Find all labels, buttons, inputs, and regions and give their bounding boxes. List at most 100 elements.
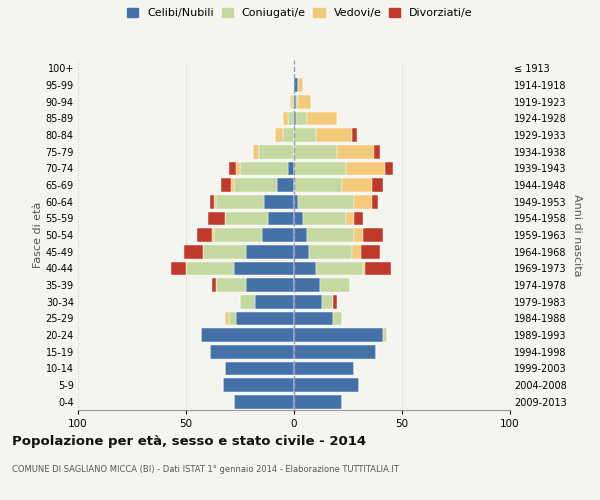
Bar bbox=[294, 345, 376, 358]
Bar bbox=[225, 212, 268, 225]
Text: COMUNE DI SAGLIANO MICCA (BI) - Dati ISTAT 1° gennaio 2014 - Elaborazione TUTTIT: COMUNE DI SAGLIANO MICCA (BI) - Dati IST… bbox=[12, 465, 399, 474]
Bar bbox=[294, 278, 320, 292]
Bar bbox=[216, 278, 247, 292]
Bar bbox=[277, 178, 294, 192]
Bar bbox=[346, 162, 385, 175]
Bar bbox=[283, 128, 294, 142]
Legend: Celibi/Nubili, Coniugati/e, Vedovi/e, Divorziati/e: Celibi/Nubili, Coniugati/e, Vedovi/e, Di… bbox=[125, 6, 475, 20]
Bar bbox=[240, 162, 287, 175]
Bar bbox=[302, 212, 346, 225]
Bar bbox=[294, 378, 359, 392]
Bar bbox=[294, 95, 296, 108]
Bar bbox=[294, 145, 337, 158]
Bar bbox=[287, 162, 294, 175]
Bar bbox=[223, 378, 294, 392]
Bar bbox=[294, 328, 383, 342]
Bar bbox=[287, 112, 294, 125]
Bar bbox=[236, 312, 294, 325]
Bar bbox=[355, 228, 363, 242]
Bar bbox=[171, 262, 186, 275]
Bar bbox=[374, 145, 380, 158]
Bar bbox=[320, 278, 350, 292]
Bar bbox=[210, 345, 294, 358]
Bar bbox=[240, 295, 255, 308]
Bar bbox=[309, 245, 352, 258]
Bar bbox=[294, 228, 307, 242]
Bar bbox=[296, 112, 307, 125]
Bar bbox=[216, 195, 264, 208]
Bar bbox=[363, 262, 365, 275]
Bar bbox=[298, 78, 302, 92]
Bar bbox=[225, 362, 294, 375]
Bar bbox=[294, 295, 322, 308]
Bar bbox=[221, 178, 232, 192]
Bar bbox=[294, 312, 333, 325]
Bar bbox=[186, 262, 233, 275]
Bar bbox=[294, 195, 298, 208]
Bar bbox=[355, 212, 363, 225]
Bar bbox=[341, 178, 372, 192]
Bar bbox=[203, 245, 247, 258]
Bar bbox=[307, 228, 355, 242]
Bar bbox=[232, 178, 233, 192]
Text: Popolazione per età, sesso e stato civile - 2014: Popolazione per età, sesso e stato civil… bbox=[12, 435, 366, 448]
Bar bbox=[352, 128, 356, 142]
Bar bbox=[201, 328, 294, 342]
Bar bbox=[184, 245, 203, 258]
Bar bbox=[212, 228, 214, 242]
Bar bbox=[290, 95, 292, 108]
Bar bbox=[294, 128, 316, 142]
Bar bbox=[333, 295, 337, 308]
Bar bbox=[383, 328, 387, 342]
Bar bbox=[294, 162, 346, 175]
Bar bbox=[363, 228, 383, 242]
Bar bbox=[361, 245, 380, 258]
Bar bbox=[352, 245, 361, 258]
Bar bbox=[214, 228, 262, 242]
Bar bbox=[372, 195, 378, 208]
Bar bbox=[372, 178, 383, 192]
Bar bbox=[236, 162, 240, 175]
Bar bbox=[294, 178, 341, 192]
Bar bbox=[337, 145, 374, 158]
Bar bbox=[247, 278, 294, 292]
Bar bbox=[268, 212, 294, 225]
Bar bbox=[294, 245, 309, 258]
Bar bbox=[197, 228, 212, 242]
Bar bbox=[233, 178, 277, 192]
Y-axis label: Fasce di età: Fasce di età bbox=[32, 202, 43, 268]
Bar bbox=[316, 262, 363, 275]
Bar bbox=[385, 162, 394, 175]
Bar bbox=[233, 262, 294, 275]
Bar bbox=[259, 145, 294, 158]
Bar bbox=[283, 112, 287, 125]
Y-axis label: Anni di nascita: Anni di nascita bbox=[572, 194, 583, 276]
Bar bbox=[212, 278, 216, 292]
Bar bbox=[355, 195, 372, 208]
Bar bbox=[296, 95, 298, 108]
Bar bbox=[233, 395, 294, 408]
Bar bbox=[365, 262, 391, 275]
Bar bbox=[225, 312, 229, 325]
Bar bbox=[294, 362, 355, 375]
Bar bbox=[214, 195, 216, 208]
Bar bbox=[229, 162, 236, 175]
Bar bbox=[294, 112, 296, 125]
Bar bbox=[294, 78, 298, 92]
Bar bbox=[294, 262, 316, 275]
Bar bbox=[294, 212, 302, 225]
Bar bbox=[298, 195, 355, 208]
Bar bbox=[275, 128, 283, 142]
Bar bbox=[322, 295, 333, 308]
Bar bbox=[316, 128, 352, 142]
Bar bbox=[253, 145, 259, 158]
Bar bbox=[333, 312, 341, 325]
Bar bbox=[264, 195, 294, 208]
Bar bbox=[262, 228, 294, 242]
Bar bbox=[247, 245, 294, 258]
Bar bbox=[255, 295, 294, 308]
Bar bbox=[292, 95, 294, 108]
Bar bbox=[208, 212, 225, 225]
Bar bbox=[210, 195, 214, 208]
Bar bbox=[346, 212, 355, 225]
